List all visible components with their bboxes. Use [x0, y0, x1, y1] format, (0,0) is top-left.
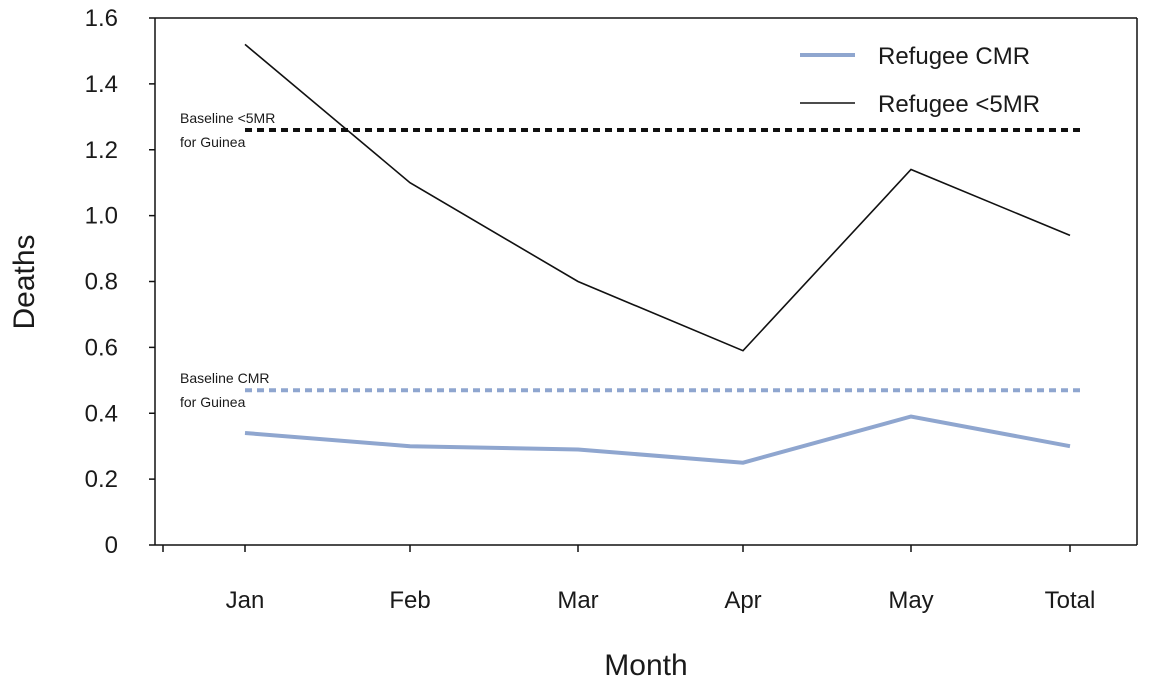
legend-label: Refugee CMR [878, 43, 1030, 70]
y-tick-label: 0.6 [85, 334, 118, 361]
axis-labels: Month Deaths [8, 234, 688, 679]
baseline-label: Baseline CMR [180, 370, 269, 386]
x-tick-label: Total [1045, 587, 1096, 614]
y-tick-label: 1.4 [85, 71, 118, 98]
x-tick-label: Feb [389, 587, 430, 614]
series-lines [244, 43, 1071, 465]
x-tick-label: May [888, 587, 933, 614]
baseline-label: Baseline <5MR [180, 110, 275, 126]
x-tick-label: Jan [226, 587, 265, 614]
legend-label: Refugee <5MR [878, 91, 1040, 118]
y-tick-label: 0 [105, 532, 118, 559]
baseline-label: for Guinea [180, 394, 246, 410]
series-line [244, 43, 1071, 352]
x-axis-title: Month [604, 649, 687, 679]
y-tick-label: 1.2 [85, 137, 118, 164]
y-tick-label: 0.2 [85, 466, 118, 493]
x-tick-label: Mar [557, 587, 598, 614]
y-tick-label: 1.0 [85, 203, 118, 230]
baselines: Baseline <5MR for Guinea Baseline CMR for G… [180, 110, 1080, 410]
y-axis-title: Deaths [8, 234, 41, 329]
y-tick-label: 1.6 [85, 5, 118, 32]
axes: 0 0.2 0.4 0.6 0.8 1.0 1.2 1.4 1.6 Jan Feb Mar Apr May… [85, 5, 1138, 614]
y-tick-label: 0.8 [85, 269, 118, 296]
legend: Refugee CMR Refugee <5MR [800, 43, 1040, 118]
series-line [244, 414, 1071, 465]
y-tick-label: 0.4 [85, 400, 118, 427]
x-tick-label: Apr [724, 587, 761, 614]
baseline-label: for Guinea [180, 134, 246, 150]
